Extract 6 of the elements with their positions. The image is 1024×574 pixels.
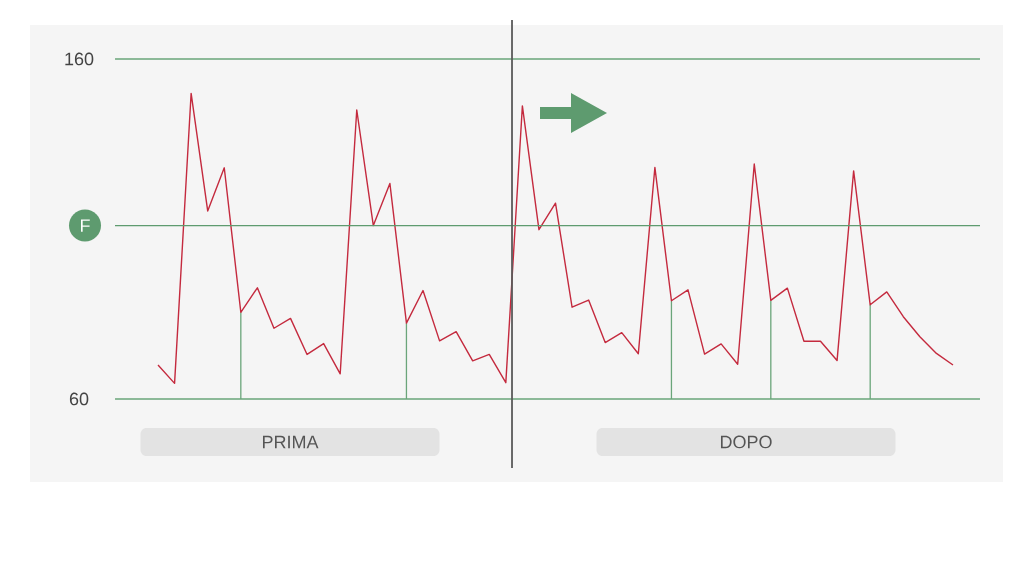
line-series [157, 92, 954, 385]
text: DOPO [720, 435, 772, 449]
ref-line-label: F [81, 219, 90, 232]
text: PRIMA [262, 435, 319, 449]
y-tick-label: 160 [65, 52, 94, 66]
y-tick-label: 60 [69, 392, 89, 406]
